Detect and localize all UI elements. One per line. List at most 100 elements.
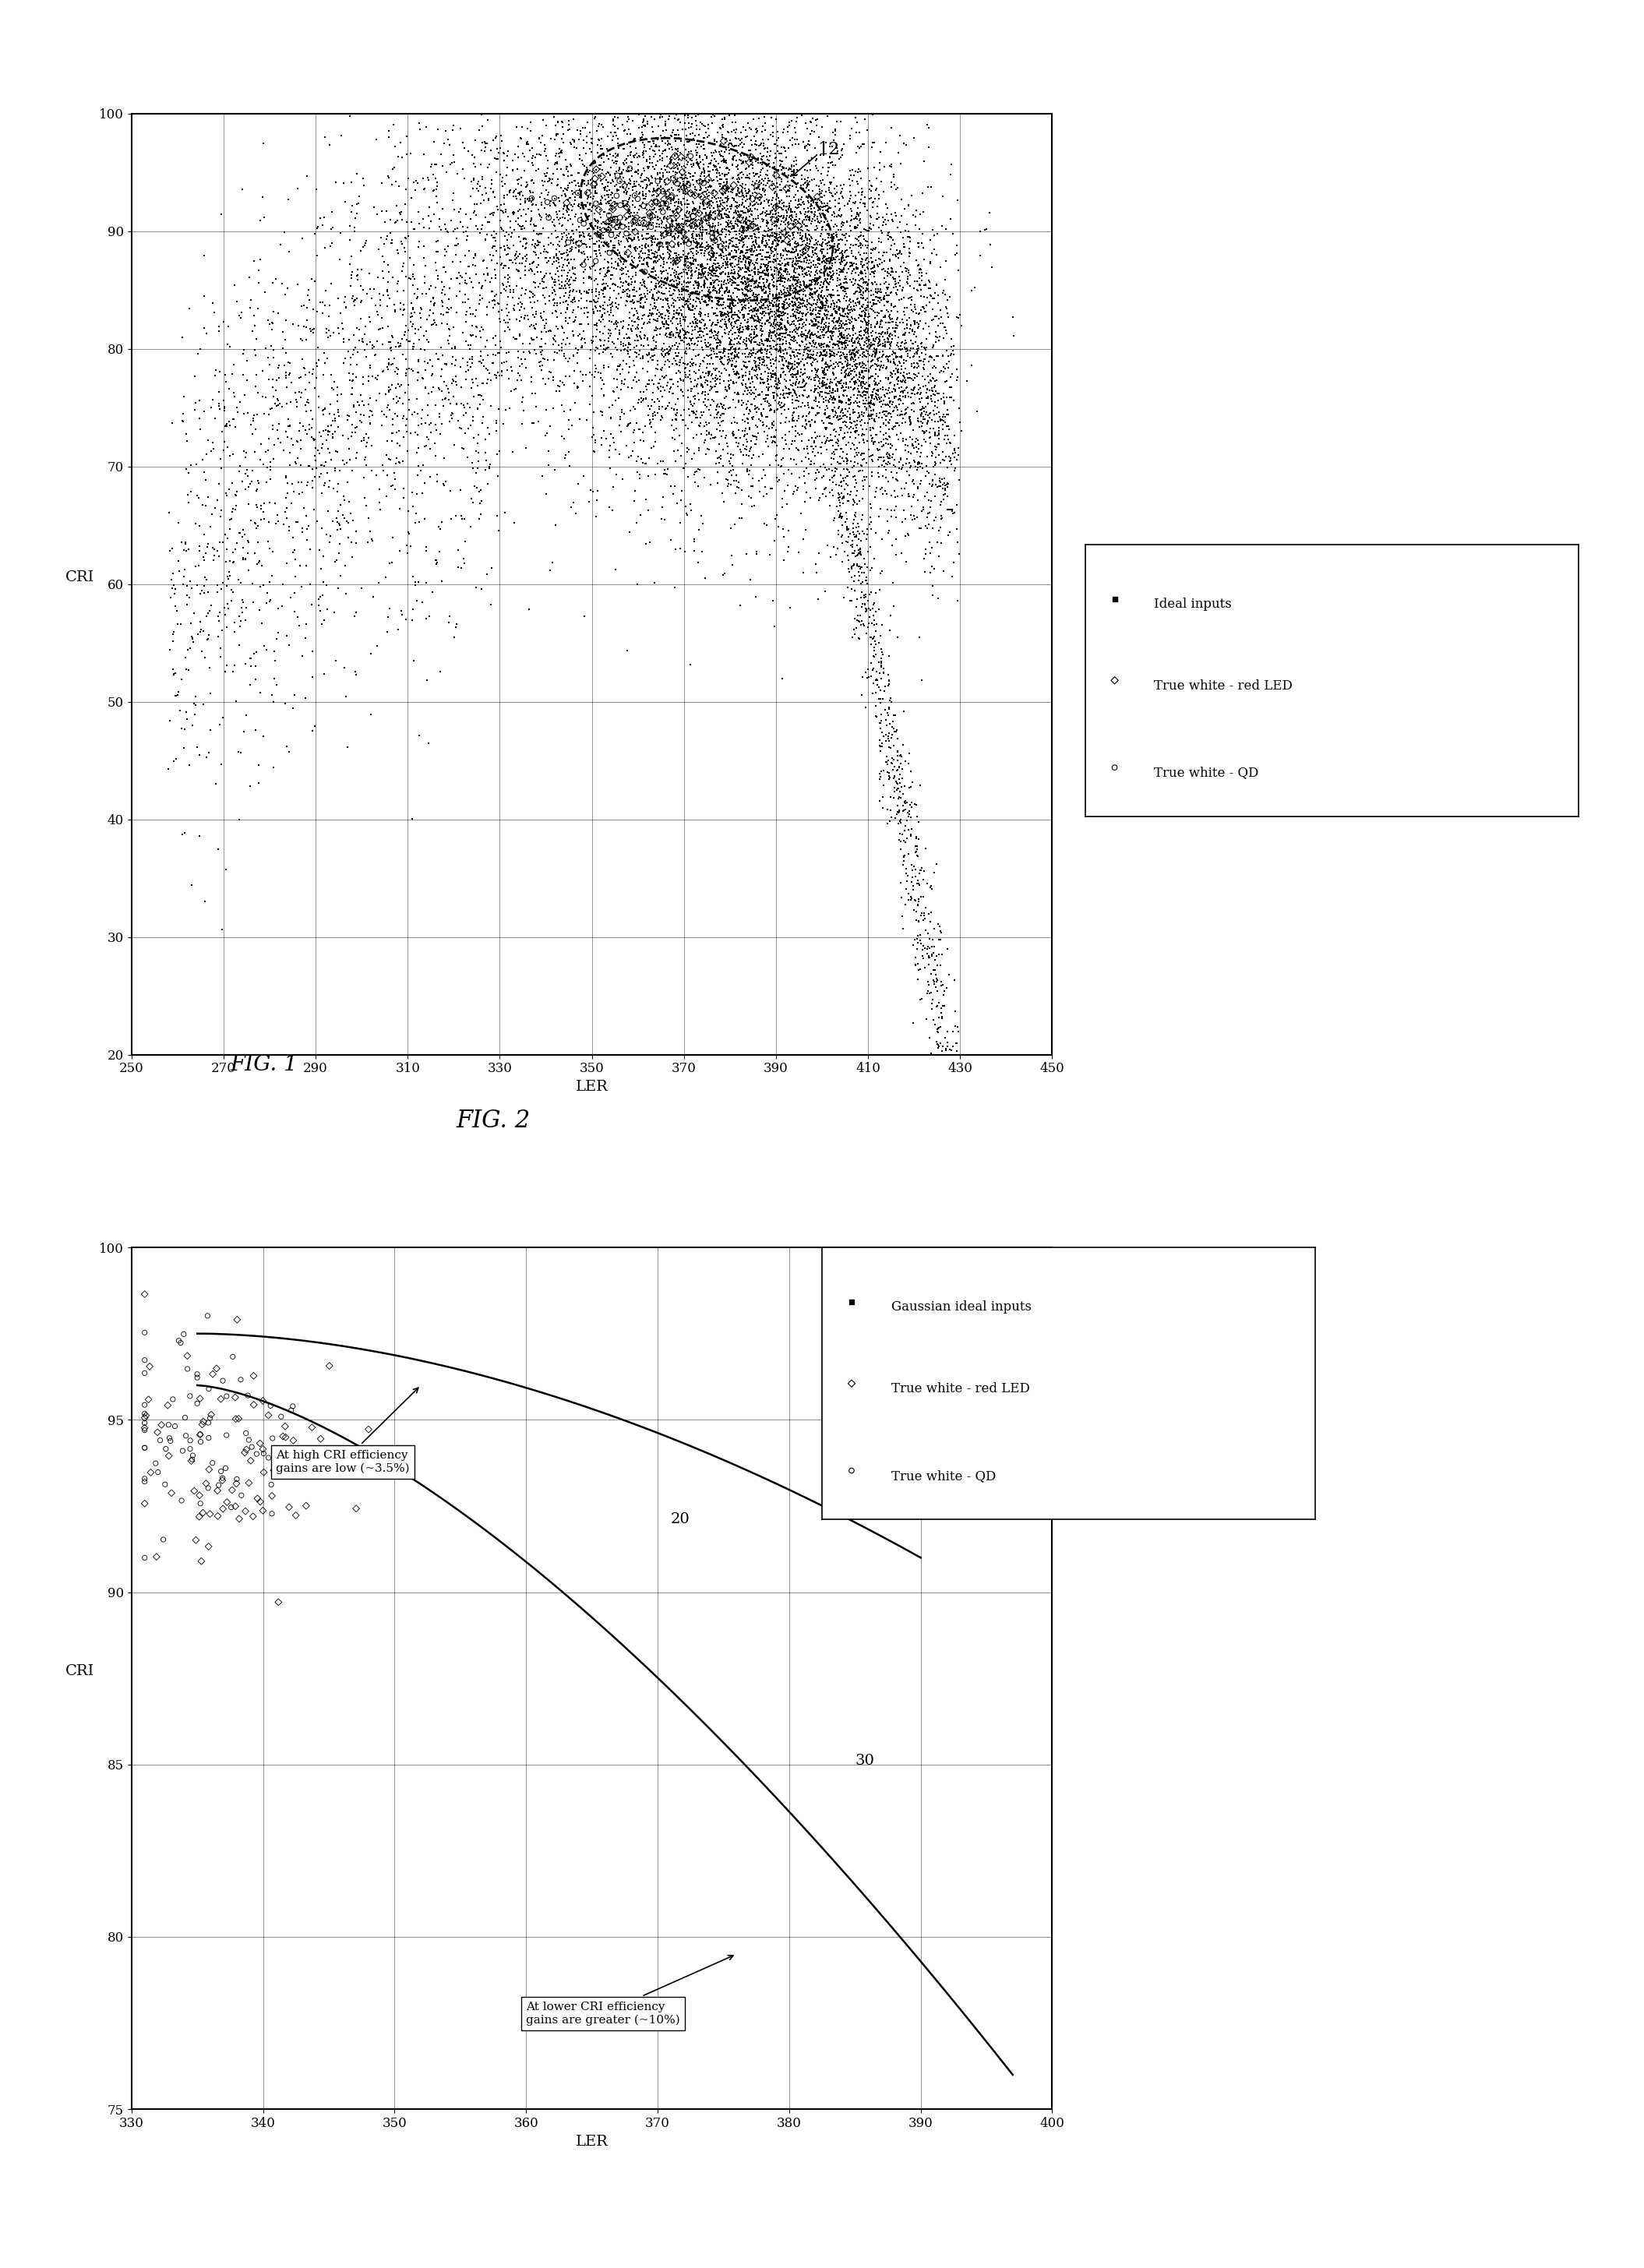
Point — [506, 161, 533, 197]
Point — [667, 293, 694, 329]
Point — [764, 311, 791, 347]
Point — [671, 288, 697, 324]
Point — [242, 506, 268, 542]
Point — [664, 265, 690, 302]
Point — [702, 222, 728, 259]
Point — [756, 163, 783, 200]
Point — [741, 211, 768, 247]
Point — [700, 193, 727, 229]
Point — [769, 238, 796, 274]
Point — [265, 383, 291, 420]
Point — [723, 234, 750, 270]
Point — [827, 229, 853, 265]
Point — [886, 762, 912, 798]
Point — [636, 206, 663, 243]
Point — [695, 324, 722, 361]
Point — [822, 327, 848, 363]
Point — [723, 191, 750, 227]
Point — [638, 195, 664, 231]
Point — [787, 318, 814, 354]
Point — [567, 222, 593, 259]
Point — [299, 463, 326, 499]
Point — [477, 195, 503, 231]
Point — [896, 401, 922, 438]
Point — [857, 206, 883, 243]
Point — [743, 395, 769, 431]
Point — [868, 553, 894, 590]
Point — [554, 290, 580, 327]
Point — [806, 535, 832, 572]
Point — [829, 327, 855, 363]
Point — [414, 662, 441, 699]
Point — [866, 333, 893, 370]
Point — [843, 302, 870, 338]
Point — [505, 356, 531, 392]
Point — [658, 143, 684, 179]
Point — [577, 249, 603, 286]
Point — [832, 272, 858, 308]
Point — [750, 397, 776, 433]
Point — [944, 442, 970, 479]
Point — [322, 401, 349, 438]
Point — [804, 206, 830, 243]
Point — [812, 125, 838, 161]
Point — [728, 263, 755, 299]
Point — [554, 247, 580, 284]
Point — [896, 735, 922, 771]
Point — [311, 397, 337, 433]
Point — [690, 145, 717, 181]
Point — [585, 204, 612, 240]
Point — [799, 329, 825, 365]
Point — [294, 465, 321, 501]
Point — [439, 345, 465, 381]
Point — [543, 308, 569, 345]
Point — [830, 306, 857, 342]
Point — [521, 270, 547, 306]
Point — [623, 163, 649, 200]
Point — [720, 352, 746, 388]
Point — [324, 281, 350, 318]
Point — [875, 349, 901, 386]
Point — [886, 268, 912, 304]
Point — [929, 469, 955, 506]
Point — [350, 383, 376, 420]
Point — [674, 265, 700, 302]
Point — [852, 247, 878, 284]
Point — [544, 195, 570, 231]
Point — [875, 358, 901, 395]
Point — [707, 295, 733, 331]
Point — [570, 122, 597, 159]
Point — [265, 503, 291, 540]
Point — [791, 284, 817, 320]
Point — [695, 175, 722, 211]
Point — [620, 172, 646, 209]
Point — [628, 234, 654, 270]
Point — [242, 433, 268, 469]
Point — [753, 284, 779, 320]
Point — [773, 231, 799, 268]
Point — [807, 254, 834, 290]
Point — [901, 891, 927, 928]
Point — [666, 306, 692, 342]
Point — [705, 281, 732, 318]
Point — [687, 318, 713, 354]
Point — [814, 206, 840, 243]
Point — [689, 179, 715, 215]
Point — [722, 347, 748, 383]
Point — [276, 408, 302, 445]
Point — [733, 322, 760, 358]
Point — [735, 342, 761, 379]
Point — [837, 184, 863, 220]
Point — [631, 127, 658, 163]
Point — [459, 481, 485, 517]
Point — [663, 315, 689, 352]
Point — [424, 336, 450, 372]
Point — [875, 202, 901, 238]
Point — [829, 138, 855, 175]
Point — [436, 290, 462, 327]
Point — [898, 322, 924, 358]
Point — [865, 329, 891, 365]
Point — [613, 188, 640, 225]
Point — [875, 284, 901, 320]
Point — [582, 290, 608, 327]
